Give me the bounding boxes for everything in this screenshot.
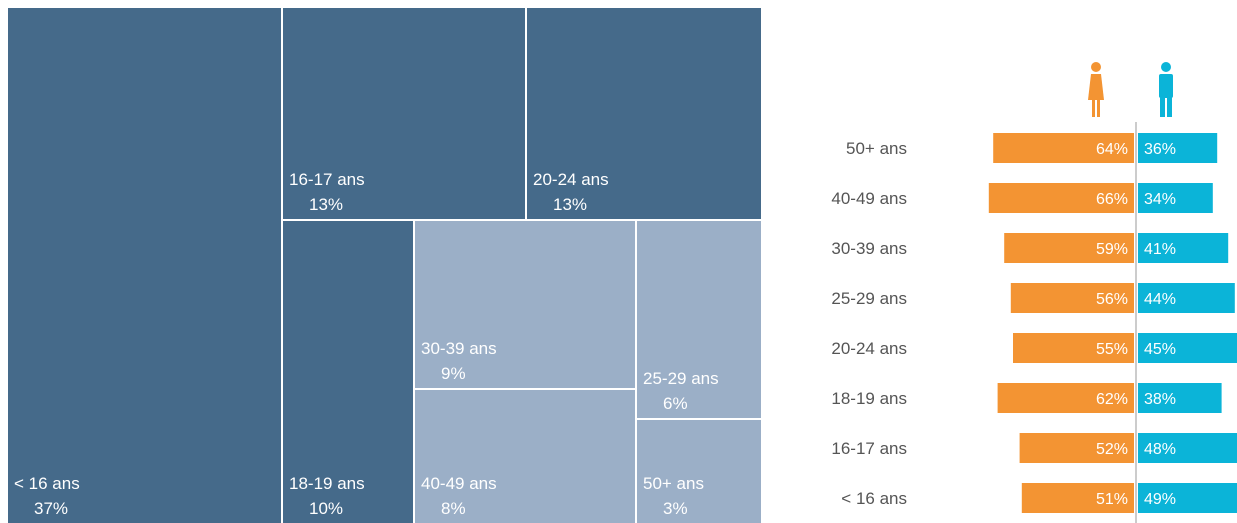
male-bar-label: 38%	[1144, 391, 1176, 408]
treemap-label: 18-19 ans	[289, 474, 365, 493]
treemap-rect	[415, 390, 635, 523]
female-bar	[1004, 233, 1134, 263]
bar-row-16-17-ans: 16-17 ans 52% 48%	[831, 433, 1237, 463]
treemap-value: 37%	[34, 499, 68, 518]
female-bar	[993, 133, 1134, 163]
bar-row-18-19-ans: 18-19 ans 62% 38%	[831, 383, 1222, 413]
treemap-label: 20-24 ans	[533, 170, 609, 189]
treemap-cell-20-24-ans: 20-24 ans 13%	[527, 8, 761, 219]
treemap-value: 10%	[309, 499, 343, 518]
bar-row-16-ans: < 16 ans 51% 49%	[841, 483, 1237, 513]
treemap-cell-40-49-ans: 40-49 ans 8%	[415, 390, 635, 523]
treemap-label: 40-49 ans	[421, 474, 497, 493]
male-bar	[1138, 283, 1235, 313]
male-bar-label: 44%	[1144, 291, 1176, 308]
male-bar	[1138, 133, 1218, 163]
female-bar	[1013, 333, 1134, 363]
treemap-value: 13%	[309, 195, 343, 214]
age-group-label: 50+ ans	[846, 139, 907, 158]
female-bar	[1021, 483, 1134, 513]
treemap-rect	[637, 221, 761, 418]
male-bar	[1138, 483, 1237, 513]
treemap-cell-16-17-ans: 16-17 ans 13%	[283, 8, 525, 219]
bar-row-20-24-ans: 20-24 ans 55% 45%	[831, 333, 1237, 363]
male-icon	[1159, 62, 1173, 117]
treemap-cell-16-ans: < 16 ans 37%	[8, 8, 281, 523]
treemap-rect	[637, 420, 761, 523]
male-bar	[1138, 383, 1222, 413]
female-bar-label: 56%	[1096, 291, 1128, 308]
treemap-rect	[415, 221, 635, 388]
male-bar	[1138, 433, 1237, 463]
age-group-label: 16-17 ans	[831, 439, 907, 458]
male-bar-label: 41%	[1144, 241, 1176, 258]
bar-row-40-49-ans: 40-49 ans 66% 34%	[831, 183, 1213, 213]
female-icon	[1088, 62, 1104, 117]
treemap-cell-18-19-ans: 18-19 ans 10%	[283, 221, 413, 523]
treemap-label: 30-39 ans	[421, 339, 497, 358]
male-bar	[1138, 333, 1237, 363]
treemap-label: 50+ ans	[643, 474, 704, 493]
female-bar	[1010, 283, 1134, 313]
treemap-rect	[283, 221, 413, 523]
treemap-value: 9%	[441, 364, 466, 383]
female-bar-label: 66%	[1096, 191, 1128, 208]
age-group-label: 30-39 ans	[831, 239, 907, 258]
male-bar-label: 45%	[1144, 341, 1176, 358]
treemap-rect	[527, 8, 761, 219]
treemap-rect	[8, 8, 281, 523]
female-bar	[1019, 433, 1134, 463]
treemap-label: < 16 ans	[14, 474, 80, 493]
treemap-label: 25-29 ans	[643, 369, 719, 388]
male-bar-label: 36%	[1144, 141, 1176, 158]
male-bar	[1138, 183, 1213, 213]
age-group-label: 25-29 ans	[831, 289, 907, 308]
treemap-rect	[283, 8, 525, 219]
treemap-cell-25-29-ans: 25-29 ans 6%	[637, 221, 761, 418]
female-bar-label: 51%	[1096, 491, 1128, 508]
treemap-value: 3%	[663, 499, 688, 518]
treemap-cell-30-39-ans: 30-39 ans 9%	[415, 221, 635, 388]
treemap-label: 16-17 ans	[289, 170, 365, 189]
male-bar-label: 48%	[1144, 441, 1176, 458]
female-bar	[997, 383, 1134, 413]
male-bar-label: 49%	[1144, 491, 1176, 508]
female-bar-label: 64%	[1096, 141, 1128, 158]
treemap-cell-50-ans: 50+ ans 3%	[637, 420, 761, 523]
female-bar-label: 55%	[1096, 341, 1128, 358]
treemap-value: 13%	[553, 195, 587, 214]
bar-row-50-ans: 50+ ans 64% 36%	[846, 133, 1218, 163]
age-group-label: 20-24 ans	[831, 339, 907, 358]
treemap-value: 8%	[441, 499, 466, 518]
age-group-label: < 16 ans	[841, 489, 907, 508]
age-group-label: 18-19 ans	[831, 389, 907, 408]
age-group-label: 40-49 ans	[831, 189, 907, 208]
female-bar-label: 59%	[1096, 241, 1128, 258]
male-bar	[1138, 233, 1229, 263]
treemap-value: 6%	[663, 394, 688, 413]
male-bar-label: 34%	[1144, 191, 1176, 208]
female-bar-label: 52%	[1096, 441, 1128, 458]
female-bar-label: 62%	[1096, 391, 1128, 408]
female-bar	[988, 183, 1134, 213]
bar-row-30-39-ans: 30-39 ans 59% 41%	[831, 233, 1229, 263]
bar-row-25-29-ans: 25-29 ans 56% 44%	[831, 283, 1235, 313]
